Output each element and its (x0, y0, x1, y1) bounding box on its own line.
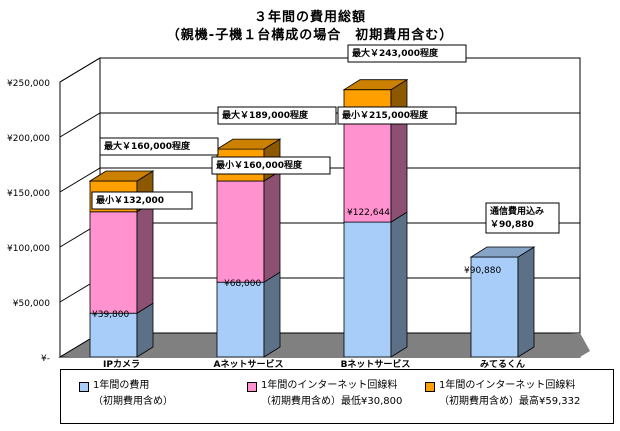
data-label: 最大￥160,000程度 (104, 140, 191, 152)
data-label-box (337, 106, 457, 125)
bar-top (342, 79, 409, 91)
data-label: 最小￥160,000程度 (216, 159, 303, 171)
legend-label: （初期費用含め） (93, 396, 173, 407)
data-label: 最大￥189,000程度 (222, 109, 309, 121)
data-label-box (91, 191, 193, 210)
y-tick-label: ¥- (41, 354, 50, 364)
bar-top (215, 138, 282, 150)
gridline (59, 167, 580, 193)
bar-segment (343, 221, 392, 358)
x-tick-label: みてるくん (480, 359, 525, 370)
legend-label: 1年間のインターネット回線料 (261, 380, 398, 391)
data-label-box (347, 44, 467, 63)
chart-title: ３年間の費用総額 (253, 10, 366, 25)
data-label: 通信費用込み￥90,880 (490, 205, 544, 230)
y-tick-label: ¥200,000 (7, 134, 50, 144)
bar-segment-side (390, 109, 408, 223)
bar-segment-side (517, 246, 535, 358)
legend-label: （初期費用含め）最低¥30,800 (261, 396, 403, 407)
data-label: ¥39,800 (92, 310, 129, 320)
legend-label: 1年間の費用 (93, 380, 150, 391)
data-label: ¥90,880 (464, 266, 501, 276)
legend-swatch (425, 382, 435, 392)
x-tick-label: Bネットサービス (341, 358, 411, 370)
data-label: 最小￥132,000 (96, 194, 164, 206)
legend-item-annual-cost: 1年間の費用 （初期費用含め） (79, 378, 173, 410)
legend-item-internet-max: 1年間のインターネット回線料 （初期費用含め）最高¥59,332 (425, 378, 580, 410)
legend-label: （初期費用含め）最高¥59,332 (439, 396, 581, 407)
data-label: 最大￥243,000程度 (352, 47, 439, 59)
data-label-box (217, 106, 337, 125)
data-label-box (485, 202, 560, 234)
y-tick-label: ¥250,000 (7, 79, 50, 89)
y-tick-label: ¥100,000 (7, 244, 50, 254)
x-tick-label: Aネットサービス (214, 358, 284, 370)
data-label: 最小￥215,000程度 (342, 109, 429, 121)
bar-segment-side (390, 211, 408, 358)
bar-segment-side (136, 201, 154, 314)
data-label: ¥122,644 (347, 208, 390, 218)
data-label: ¥68,000 (224, 279, 261, 289)
x-tick-label: IPカメラ (103, 359, 140, 370)
bar-segment (216, 281, 265, 358)
data-label-box (99, 137, 219, 156)
y-tick-label: ¥50,000 (13, 299, 50, 309)
chart-subtitle: （親機-子機１台構成の場合 初期費用含む） (166, 28, 454, 43)
bar-segment-side (263, 170, 281, 283)
data-label-box (211, 156, 331, 175)
legend-swatch (247, 382, 257, 392)
bar-segment (89, 312, 138, 358)
y-tick-label: ¥150,000 (7, 189, 50, 199)
bar-segment (89, 211, 138, 314)
bar-segment (470, 256, 519, 358)
legend-item-internet-min: 1年間のインターネット回線料 （初期費用含め）最低¥30,800 (247, 378, 402, 410)
legend-label: 1年間のインターネット回線料 (439, 380, 576, 391)
bar-top (469, 246, 536, 258)
bar-top (88, 170, 155, 182)
legend-swatch (79, 382, 89, 392)
chart-floor-edge (60, 333, 590, 357)
legend: 1年間の費用 （初期費用含め） 1年間のインターネット回線料 （初期費用含め）最… (60, 369, 614, 424)
bar-segment (216, 180, 265, 283)
bar-segment-side (263, 271, 281, 358)
bar-segment (343, 120, 392, 223)
